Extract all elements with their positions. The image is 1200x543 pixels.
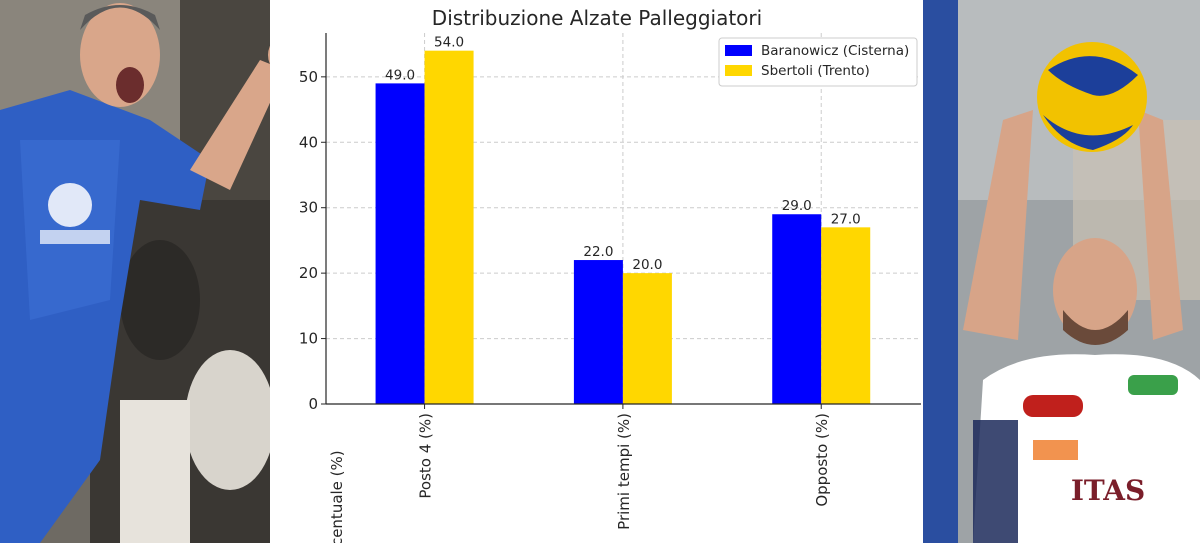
bar-baranowicz: [375, 83, 425, 404]
bar-value-label: 49.0: [385, 67, 415, 83]
y-tick-label: 20: [299, 264, 318, 282]
chart-title: Distribuzione Alzate Palleggiatori: [432, 6, 762, 30]
bar-sbertoli: [424, 50, 474, 405]
bar-baranowicz: [573, 260, 623, 404]
chart-canvas: Distribuzione Alzate Palleggiatori Perce…: [299, 6, 921, 543]
svg-text:ITAS: ITAS: [1071, 474, 1145, 507]
bar-value-label: 20.0: [632, 257, 662, 273]
y-tick-label: 10: [299, 330, 318, 348]
x-tick-label: Primi tempi (%): [615, 413, 633, 530]
bar-value-label: 29.0: [782, 198, 812, 214]
bar-sbertoli: [622, 273, 672, 404]
bar-value-label: 27.0: [831, 211, 861, 227]
legend: Baranowicz (Cisterna) Sbertoli (Trento): [718, 37, 918, 87]
bar-value-label: 54.0: [434, 35, 464, 51]
y-tick-label: 50: [299, 68, 318, 86]
x-tick-label: Opposto (%): [813, 413, 831, 507]
bars: 49.0 22.0 29.0 54.0 20.0 27.0: [375, 35, 871, 405]
legend-label: Sbertoli (Trento): [761, 63, 870, 79]
player-celebrating-image: [0, 0, 270, 543]
axes: 0 10 20 30 40 50 Posto 4 (%) Primi tempi (%) Opp…: [299, 33, 921, 530]
bar-value-label: 22.0: [583, 244, 613, 260]
y-tick-label: 0: [308, 395, 318, 413]
legend-label: Baranowicz (Cisterna): [761, 43, 909, 59]
bar-baranowicz: [772, 214, 822, 404]
legend-box: [718, 37, 918, 87]
right-player-photo: ITAS: [923, 0, 1200, 543]
left-player-photo: [0, 0, 270, 543]
x-tick-label: Posto 4 (%): [417, 413, 435, 499]
legend-swatch: [725, 65, 752, 76]
y-tick-label: 30: [299, 199, 318, 217]
bar-chart: Distribuzione Alzate Palleggiatori Perce…: [270, 0, 923, 543]
y-axis-label: Percentuale (%): [328, 450, 346, 543]
legend-swatch: [725, 45, 752, 56]
bar-sbertoli: [821, 227, 871, 404]
player-setting-ball-image: ITAS: [923, 0, 1200, 543]
y-tick-label: 40: [299, 133, 318, 151]
